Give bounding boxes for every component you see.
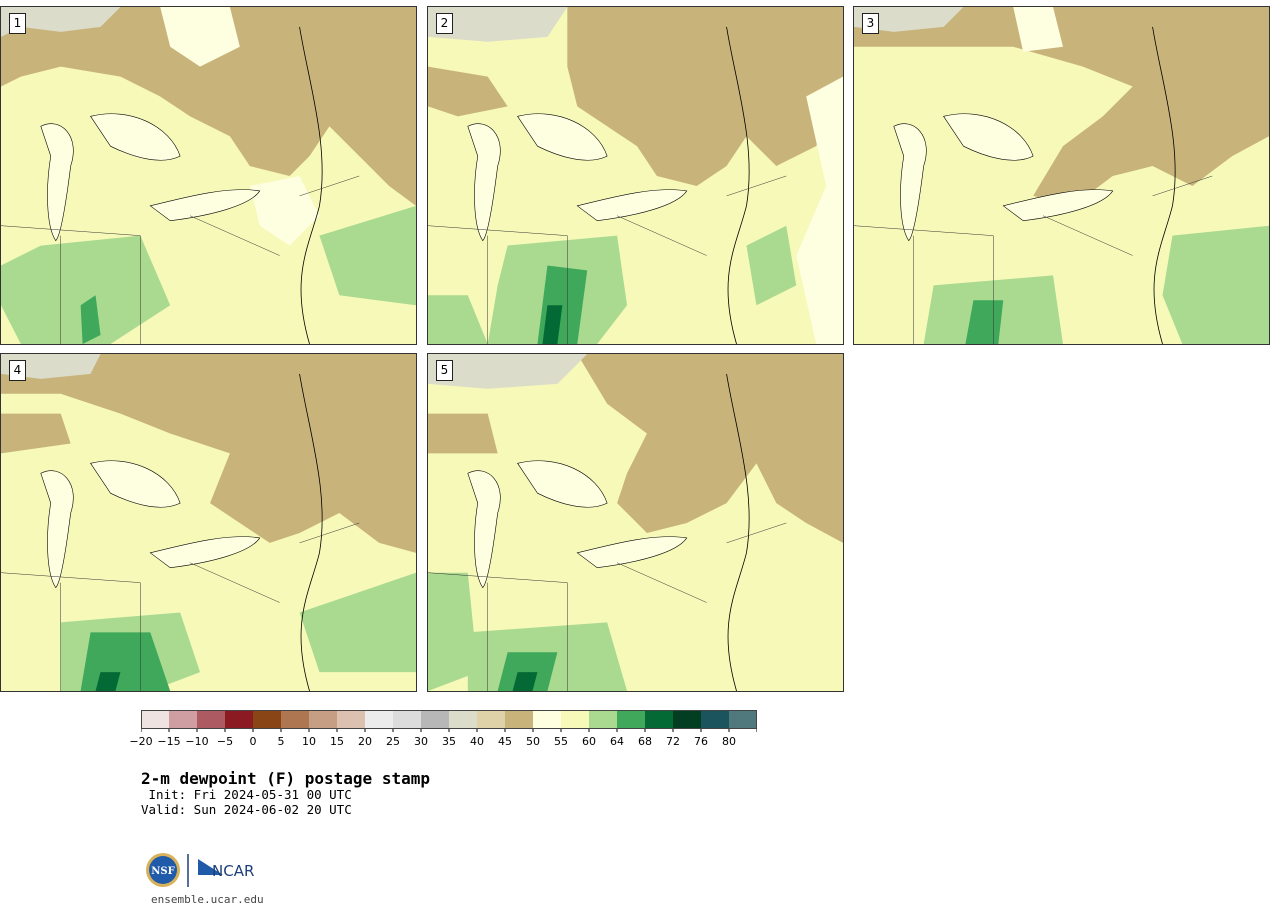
colorbar-swatch <box>337 710 365 729</box>
ensemble-member-panel-5: 5 <box>427 353 844 692</box>
valid-time: Valid: Sun 2024-06-02 20 UTC <box>141 802 352 817</box>
panel-number-label: 5 <box>436 360 453 381</box>
colorbar-tick-label: −5 <box>216 735 234 748</box>
colorbar-swatch <box>561 710 589 729</box>
colorbar-swatch <box>589 710 617 729</box>
colorbar-tick-label: 76 <box>694 735 708 748</box>
colorbar-tick-label: 60 <box>582 735 596 748</box>
colorbar-swatch <box>281 710 309 729</box>
colorbar-swatch <box>309 710 337 729</box>
ensemble-member-panel-3: 3 <box>853 6 1270 345</box>
colorbar-swatch <box>533 710 561 729</box>
colorbar-swatch <box>729 710 757 729</box>
colorbar-swatch <box>225 710 253 729</box>
sponsor-logos: NSF NCAR <box>146 853 254 887</box>
colorbar-tick-label: −20 <box>129 735 153 748</box>
colorbar-swatch <box>673 710 701 729</box>
dewpoint-map-1 <box>1 7 416 344</box>
colorbar-tick-label: 20 <box>358 735 372 748</box>
colorbar-tick-label: 45 <box>498 735 512 748</box>
colorbar-tick-label: 30 <box>414 735 428 748</box>
panel-number-label: 3 <box>862 13 879 34</box>
colorbar-tick-label: 55 <box>554 735 568 748</box>
colorbar-tick-label: 35 <box>442 735 456 748</box>
ensemble-member-panel-2: 2 <box>427 6 844 345</box>
colorbar-tick-label: 72 <box>666 735 680 748</box>
ensemble-member-panel-1: 1 <box>0 6 417 345</box>
colorbar-tick-label: 5 <box>277 735 285 748</box>
colorbar-swatch <box>365 710 393 729</box>
dewpoint-map-4 <box>1 354 416 691</box>
figure-title: 2-m dewpoint (F) postage stamp <box>141 769 430 788</box>
colorbar-swatch <box>393 710 421 729</box>
colorbar-tick-label: −10 <box>185 735 209 748</box>
dewpoint-map-2 <box>428 7 843 344</box>
init-time: Init: Fri 2024-05-31 00 UTC <box>141 787 352 802</box>
colorbar-swatch <box>169 710 197 729</box>
site-url: ensemble.ucar.edu <box>151 893 264 906</box>
nsf-logo-icon: NSF <box>146 853 180 887</box>
colorbar-swatch <box>253 710 281 729</box>
colorbar-swatch <box>505 710 533 729</box>
panel-number-label: 4 <box>9 360 26 381</box>
dewpoint-map-3 <box>854 7 1269 344</box>
colorbar-tick-label: 10 <box>302 735 316 748</box>
colorbar-tick-label: 25 <box>386 735 400 748</box>
panel-number-label: 2 <box>436 13 453 34</box>
colorbar-swatch <box>477 710 505 729</box>
ncar-logo-text: NCAR <box>212 862 254 880</box>
colorbar-swatch <box>449 710 477 729</box>
dewpoint-colorbar <box>141 710 757 732</box>
colorbar-swatch <box>197 710 225 729</box>
dewpoint-map-5 <box>428 354 843 691</box>
colorbar-swatch <box>701 710 729 729</box>
colorbar-tick-label: 50 <box>526 735 540 748</box>
colorbar-tick-label: 64 <box>610 735 624 748</box>
ensemble-member-panel-4: 4 <box>0 353 417 692</box>
colorbar-swatch <box>617 710 645 729</box>
colorbar-tick-label: 0 <box>249 735 257 748</box>
colorbar-swatch <box>421 710 449 729</box>
colorbar-swatch <box>645 710 673 729</box>
nsf-logo-text: NSF <box>151 866 174 877</box>
panel-number-label: 1 <box>9 13 26 34</box>
colorbar-swatch <box>141 710 169 729</box>
colorbar-tick-label: 80 <box>722 735 736 748</box>
colorbar-tick-label: −15 <box>157 735 181 748</box>
colorbar-tick-label: 40 <box>470 735 484 748</box>
colorbar-tick-labels: −20 −15 −10 −5 0 5 10 15 20 25 30 35 40 45 50 55 60 64 68 7… <box>129 735 771 749</box>
ncar-logo-icon: NCAR <box>198 859 254 880</box>
colorbar-tick-label: 15 <box>330 735 344 748</box>
colorbar-tick-label: 68 <box>638 735 652 748</box>
